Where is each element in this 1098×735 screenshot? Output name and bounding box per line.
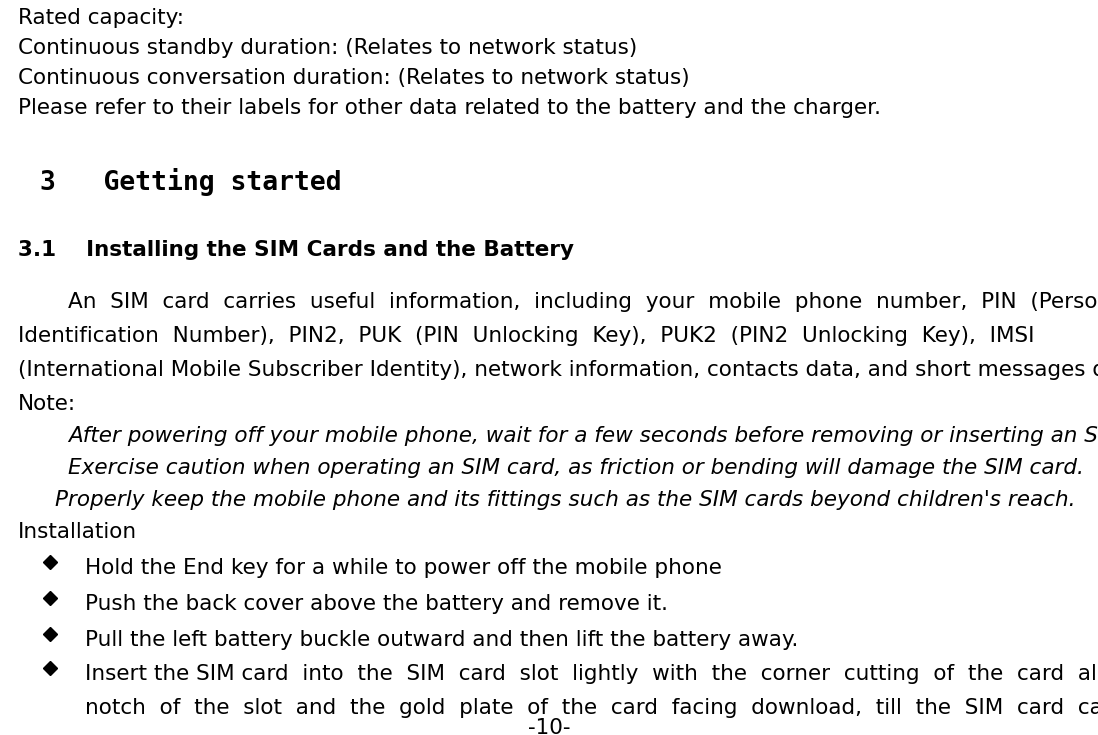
Text: Note:: Note: xyxy=(18,394,76,414)
Text: Properly keep the mobile phone and its fittings such as the SIM cards beyond chi: Properly keep the mobile phone and its f… xyxy=(55,490,1076,510)
Text: 3   Getting started: 3 Getting started xyxy=(40,168,341,196)
Text: Continuous conversation duration: (Relates to network status): Continuous conversation duration: (Relat… xyxy=(18,68,690,88)
Text: Exercise caution when operating an SIM card, as friction or bending will damage : Exercise caution when operating an SIM c… xyxy=(68,458,1084,478)
Text: (International Mobile Subscriber Identity), network information, contacts data, : (International Mobile Subscriber Identit… xyxy=(18,360,1098,380)
Text: Continuous standby duration: (Relates to network status): Continuous standby duration: (Relates to… xyxy=(18,38,637,58)
Text: 3.1    Installing the SIM Cards and the Battery: 3.1 Installing the SIM Cards and the Bat… xyxy=(18,240,574,260)
Text: Hold the End key for a while to power off the mobile phone: Hold the End key for a while to power of… xyxy=(85,558,721,578)
Text: Push the back cover above the battery and remove it.: Push the back cover above the battery an… xyxy=(85,594,668,614)
Text: notch  of  the  slot  and  the  gold  plate  of  the  card  facing  download,  t: notch of the slot and the gold plate of … xyxy=(85,698,1098,718)
Text: Identification  Number),  PIN2,  PUK  (PIN  Unlocking  Key),  PUK2  (PIN2  Unloc: Identification Number), PIN2, PUK (PIN U… xyxy=(18,326,1034,346)
Text: Rated capacity:: Rated capacity: xyxy=(18,8,184,28)
Text: Installation: Installation xyxy=(18,522,137,542)
Text: Insert the SIM card  into  the  SIM  card  slot  lightly  with  the  corner  cut: Insert the SIM card into the SIM card sl… xyxy=(85,664,1098,684)
Text: An  SIM  card  carries  useful  information,  including  your  mobile  phone  nu: An SIM card carries useful information, … xyxy=(68,292,1098,312)
Text: Please refer to their labels for other data related to the battery and the charg: Please refer to their labels for other d… xyxy=(18,98,881,118)
Text: -10-: -10- xyxy=(528,718,570,735)
Text: Pull the left battery buckle outward and then lift the battery away.: Pull the left battery buckle outward and… xyxy=(85,630,798,650)
Text: After powering off your mobile phone, wait for a few seconds before removing or : After powering off your mobile phone, wa… xyxy=(68,426,1098,446)
